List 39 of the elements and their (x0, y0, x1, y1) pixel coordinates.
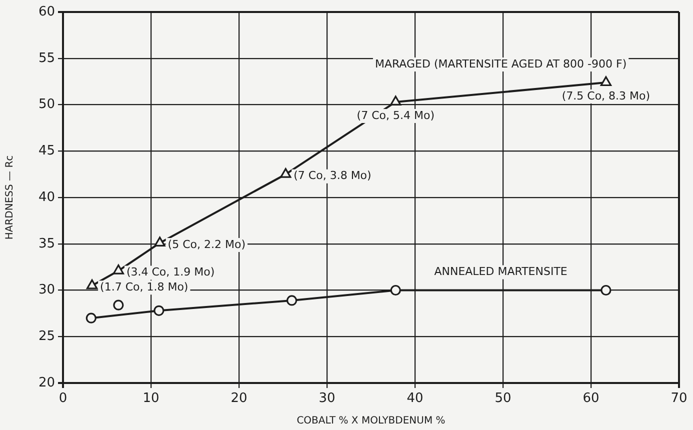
point (86, 312, 96, 324)
y-tick-label: 50 (38, 97, 55, 112)
x-tick-label: 20 (230, 391, 248, 406)
point (600, 284, 612, 296)
x-tick-label: 60 (582, 391, 600, 406)
annotation: (7.5 Co, 8.3 Mo) (562, 89, 650, 102)
x-tick-label: 0 (58, 391, 68, 406)
y-tick-label: 55 (38, 50, 55, 66)
point (112, 264, 124, 274)
series-label: ANNEALED MARTENSITE (434, 265, 568, 278)
point (600, 76, 612, 86)
x-tick-label: 70 (670, 391, 688, 406)
point (154, 305, 164, 316)
x-axis-title: COBALT % X MOLYBDENUM % (296, 416, 446, 427)
annotation: (7 Co, 5.4 Mo) (356, 108, 434, 122)
y-tick-label: 25 (38, 329, 55, 344)
y-axis-title: HARDNESS — Rc (4, 155, 16, 240)
x-tick-label: 50 (494, 391, 512, 406)
point (86, 279, 98, 290)
y-tick-label: 35 (38, 236, 55, 252)
point (390, 284, 401, 296)
point (390, 96, 402, 106)
y-tick-label: 30 (38, 282, 55, 298)
y-tick-label: 40 (38, 190, 55, 205)
y-tick-label: 20 (38, 375, 55, 390)
annotation: (7 Co, 3.8 Mo) (294, 169, 372, 182)
series-label: MARAGED (MARTENSITE AGED AT 800 -900 F) (374, 57, 627, 70)
x-tick-label: 30 (318, 391, 336, 406)
point (286, 295, 298, 306)
annotation: (3.4 Co, 1.9 Mo) (126, 266, 215, 279)
x-tick-label: 10 (142, 391, 160, 406)
point (154, 236, 166, 246)
y-tick-label: 60 (38, 4, 55, 20)
annotation: (5 Co, 2.2 Mo) (168, 238, 246, 251)
point (280, 168, 292, 178)
y-tick-label: 45 (38, 144, 55, 158)
annotation: (1.7 Co, 1.8 Mo) (100, 280, 188, 294)
point (113, 300, 124, 310)
x-tick-label: 40 (406, 391, 424, 406)
